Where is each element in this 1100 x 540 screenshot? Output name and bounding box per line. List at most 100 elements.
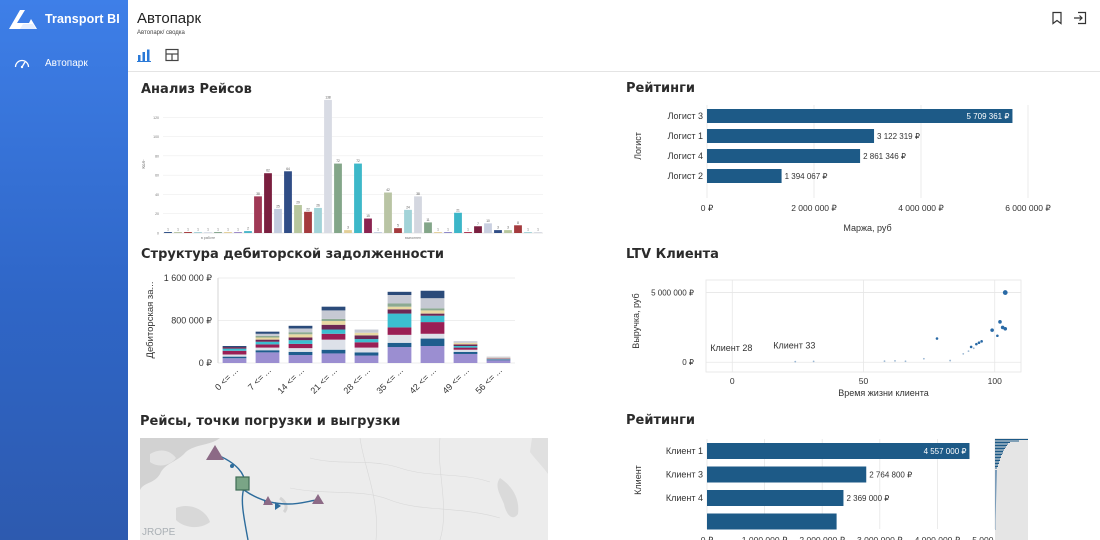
data-point [935,337,939,340]
bar-value-label: 5 [397,224,399,228]
y-tick-label: Логист 1 [668,131,703,141]
bar-value-label: 1 [237,228,239,232]
preview-bar [995,489,997,490]
preview-bar [995,502,997,503]
panel-title-trips: Анализ Рейсов [141,82,252,97]
x-tick-label: 50 [859,376,869,386]
logo[interactable]: Transport BI [7,8,120,30]
bar-segment [321,318,346,322]
preview-bar [995,522,996,523]
y-tick-label: 100 [153,135,159,139]
preview-bar [995,440,1019,442]
logout-icon[interactable] [1073,11,1087,25]
receivables-chart: 0 ₽ 800 000 ₽ 1 600 000 ₽ Дебиторская за...… [145,273,515,396]
bar [707,466,867,483]
bar [707,490,844,506]
load-point-marker[interactable] [235,476,250,491]
preview-bar [995,519,996,520]
bar-value-label: 10 [486,219,490,223]
bar [707,149,861,163]
preview-bar [995,490,997,491]
preview-bar [995,523,996,524]
bar [707,169,782,183]
bar-segment [222,354,247,357]
x-tick-label: 6 000 000 ₽ [1005,203,1051,213]
map-canvas: JROPE [140,438,548,540]
data-point [922,357,925,360]
bar-segment [222,358,247,363]
bar-value-label: 1 [527,228,529,232]
rating-scroll-preview[interactable] [995,438,1028,540]
bar-segment [354,335,379,340]
bar-segment [354,352,379,356]
unload-point-marker[interactable] [206,445,224,460]
sidebar-item-autopark[interactable]: Автопарк [14,57,88,69]
bar-value-label: 38 [416,192,420,196]
bar-value-label: 64 [286,167,290,171]
logo-icon [9,10,37,29]
bar [184,232,192,233]
bar-value-label: 26 [316,203,320,207]
preview-bar [995,504,996,505]
bar [244,231,252,233]
x-axis-label: Маржа, руб [843,223,891,233]
bar-segment [255,331,280,334]
preview-bar [995,488,997,489]
preview-bar [995,451,1003,452]
bar [214,232,222,233]
bar-chart-icon[interactable] [137,48,151,62]
bar-segment [222,346,247,348]
bar [284,171,292,233]
x-tick-label: 2 000 000 ₽ [791,203,837,213]
preview-bar [995,452,1003,454]
bar-value-label: 1 [187,228,189,232]
bar-segment [453,347,478,350]
preview-bar [995,442,1010,443]
layout-grid-icon[interactable] [165,48,179,62]
bar [707,109,1013,123]
bar-value-label: 3 [347,226,349,230]
bookmark-icon[interactable] [1050,11,1064,25]
bar-segment [486,358,511,359]
bar-segment [420,308,445,311]
bar-segment [486,356,511,358]
bar-segment [387,347,412,363]
y-tick-label: 40 [155,193,159,197]
bar-segment [453,349,478,352]
bar-segment [486,357,511,359]
preview-bar [995,511,996,512]
preview-bar [995,493,997,494]
data-point [894,359,896,362]
preview-bar [995,491,997,492]
preview-bar [995,470,997,471]
preview-bar [995,477,997,478]
preview-bar [995,446,1006,448]
bar-value-label: 2 861 346 ₽ [863,152,906,161]
bar-value-label: 2 764 800 ₽ [869,471,912,480]
y-tick-label: 0 ₽ [682,358,694,367]
preview-bar [995,512,996,513]
bar [444,232,452,233]
data-point [967,350,970,352]
bar-value-label: 1 [197,228,199,232]
x-tick-label: 28 <= ... [341,365,371,395]
preview-bar [995,467,997,469]
bar-value-label: 1 [467,228,469,232]
client-rating-chart: 0 ₽ 1 000 000 ₽ 2 000 000 ₽ 3 000 000 ₽ 4 00… [633,438,1028,540]
panel-title-ratings-client: Рейтинги [626,413,695,428]
bar-segment [420,315,445,323]
bar-segment [453,353,478,363]
bar-value-label: 11 [426,218,430,222]
preview-bar [995,515,996,516]
bar-segment [354,347,379,353]
bar-segment [321,349,346,354]
trips-map[interactable]: JROPE [140,438,548,540]
preview-bar [995,471,997,472]
preview-bar [995,506,996,507]
preview-bar [995,448,1005,449]
bar [404,209,412,233]
bar [707,129,875,143]
bar [414,196,422,233]
bar-segment [222,350,247,355]
preview-bar [995,473,997,474]
